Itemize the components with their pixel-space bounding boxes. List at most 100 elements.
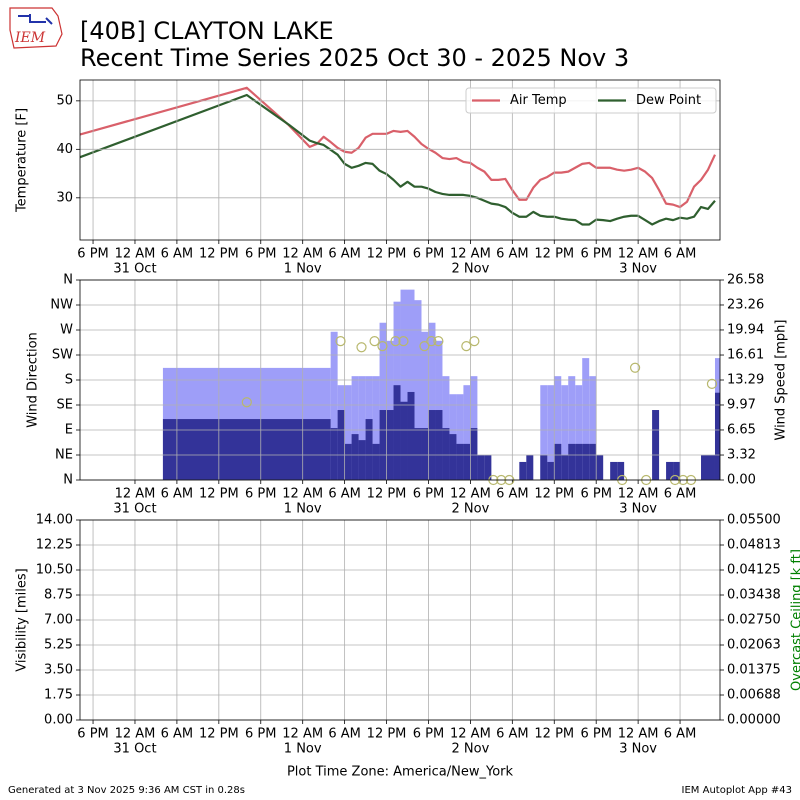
bar bbox=[666, 461, 674, 480]
bar bbox=[358, 376, 366, 480]
y-tick-label: 50 bbox=[56, 93, 73, 108]
bar bbox=[379, 410, 387, 480]
x-tick-label: 6 AM bbox=[496, 727, 529, 742]
x-date-label: 3 Nov bbox=[619, 502, 657, 517]
bar bbox=[344, 443, 352, 480]
bar bbox=[596, 455, 604, 480]
x-tick-label: 12 PM bbox=[534, 727, 574, 742]
x-tick-label: 6 AM bbox=[496, 247, 529, 262]
bar bbox=[351, 376, 359, 480]
x-tick-label: 6 PM bbox=[580, 727, 611, 742]
legend-box bbox=[465, 87, 717, 114]
axes-frame bbox=[79, 79, 721, 241]
x-tick-label: 6 PM bbox=[77, 247, 108, 262]
y-tick-label: N bbox=[63, 473, 73, 488]
logo-mark bbox=[18, 14, 53, 25]
legend-label: Air Temp bbox=[510, 93, 567, 108]
y-axis-label: Temperature [F] bbox=[15, 108, 30, 213]
series-line bbox=[80, 93, 716, 226]
bar bbox=[400, 401, 408, 480]
x-tick-label: 6 AM bbox=[328, 727, 361, 742]
x-date-label: 31 Oct bbox=[113, 502, 156, 517]
bar bbox=[540, 455, 548, 480]
bar bbox=[386, 410, 394, 480]
direction-point bbox=[390, 336, 401, 347]
y2-tick-label: 9.97 bbox=[727, 397, 756, 412]
x-date-label: 2 Nov bbox=[452, 262, 490, 277]
y-tick-label: SE bbox=[57, 398, 73, 413]
y2-tick-label: 0.03438 bbox=[727, 588, 781, 603]
y-axis-label: Wind Direction bbox=[26, 332, 41, 428]
bar bbox=[714, 392, 720, 480]
bar bbox=[463, 385, 471, 480]
x-tick-label: 6 PM bbox=[580, 247, 611, 262]
bar bbox=[673, 461, 681, 480]
bar bbox=[400, 289, 408, 480]
y2-tick-label: 6.65 bbox=[727, 422, 756, 437]
bar bbox=[358, 440, 366, 480]
bar bbox=[442, 428, 450, 480]
x-tick-label: 6 AM bbox=[664, 487, 697, 502]
bar bbox=[428, 410, 436, 480]
bar bbox=[344, 385, 352, 480]
x-tick-label: 12 AM bbox=[282, 247, 323, 262]
y2-tick-label: 3.32 bbox=[727, 448, 756, 463]
x-tick-label: 6 PM bbox=[413, 727, 444, 742]
title: [40B] CLAYTON LAKE bbox=[80, 17, 334, 45]
x-tick-label: 12 AM bbox=[115, 727, 156, 742]
panel: 12 AM 6 AM 12 PM 6 PM 12 AM 6 AM 12 PM 6 PM 12 A… bbox=[26, 273, 789, 517]
x-tick-label: 6 AM bbox=[664, 727, 697, 742]
y-tick-label: 7.00 bbox=[44, 613, 73, 628]
x-tick-label: 12 PM bbox=[367, 247, 407, 262]
bar bbox=[456, 443, 464, 480]
x-date-label: 31 Oct bbox=[113, 262, 156, 277]
bar bbox=[589, 443, 597, 480]
x-tick-label: 12 AM bbox=[450, 247, 491, 262]
bar bbox=[393, 385, 401, 480]
x-date-label: 1 Nov bbox=[284, 502, 322, 517]
x-tick-label: 6 AM bbox=[161, 727, 194, 742]
y-tick-label: E bbox=[65, 423, 73, 438]
bar bbox=[456, 394, 464, 480]
logo-text: IEM bbox=[14, 30, 46, 46]
bar bbox=[372, 443, 380, 480]
bar bbox=[708, 455, 715, 480]
bar bbox=[519, 461, 527, 480]
y-tick-label: S bbox=[65, 373, 73, 388]
x-tick-label: 12 AM bbox=[115, 247, 156, 262]
y-tick-label: 40 bbox=[56, 142, 73, 157]
y2-axis-label: Wind Speed [mph] bbox=[774, 320, 789, 441]
y2-tick-label: 16.61 bbox=[727, 348, 764, 363]
x-tick-label: 6 AM bbox=[328, 247, 361, 262]
bar bbox=[701, 455, 709, 480]
bar bbox=[337, 410, 345, 480]
bar bbox=[554, 443, 562, 480]
x-date-label: 2 Nov bbox=[452, 742, 490, 757]
y-tick-label: 8.75 bbox=[44, 588, 73, 603]
bar bbox=[575, 443, 583, 480]
y2-tick-label: 23.26 bbox=[727, 297, 764, 312]
y-tick-label: 1.75 bbox=[44, 688, 73, 703]
y2-tick-label: 0.04813 bbox=[727, 538, 781, 553]
panel: 6 PM 12 AM 6 AM 12 PM 6 PM 12 AM 6 AM 12 PM 6 PM… bbox=[15, 513, 800, 780]
direction-point bbox=[706, 378, 718, 389]
direction-point bbox=[461, 341, 472, 352]
direction-point bbox=[369, 336, 380, 347]
bar bbox=[568, 376, 576, 480]
y-tick-label: 12.25 bbox=[36, 538, 73, 553]
y-tick-label: 0.00 bbox=[44, 713, 73, 728]
bar bbox=[330, 428, 338, 480]
x-tick-label: 12 AM bbox=[450, 487, 491, 502]
bar bbox=[484, 455, 492, 480]
y2-tick-label: 0.04125 bbox=[727, 563, 781, 578]
bar bbox=[365, 419, 373, 480]
x-tick-label: 12 PM bbox=[534, 247, 574, 262]
x-tick-label: 6 PM bbox=[413, 247, 444, 262]
plot-area bbox=[162, 289, 720, 480]
bar bbox=[330, 331, 338, 480]
x-tick-label: 12 AM bbox=[282, 727, 323, 742]
x-tick-label: 6 AM bbox=[496, 487, 529, 502]
bar bbox=[477, 455, 485, 480]
bar bbox=[617, 461, 625, 480]
